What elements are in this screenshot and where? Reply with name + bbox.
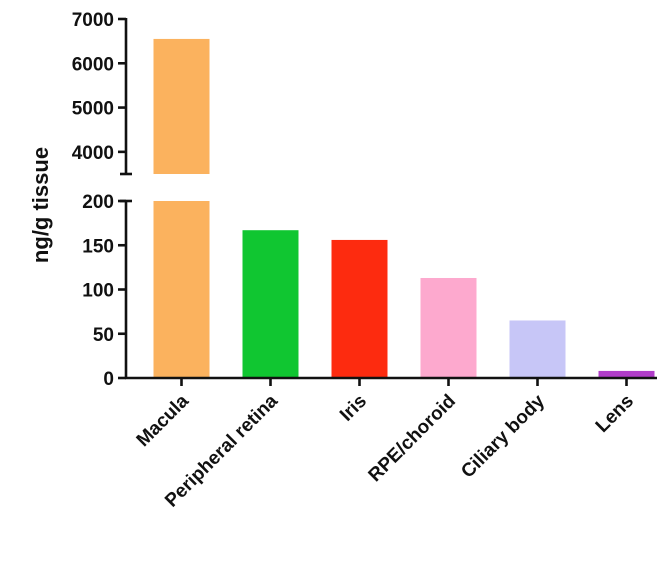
y-tick-label-200: 200: [82, 192, 114, 213]
x-tick-label-2: Iris: [336, 391, 371, 426]
y-tick-label-50: 50: [93, 325, 114, 346]
x-tick-label-3: RPE/choroid: [365, 391, 460, 486]
y-tick-label-5000: 5000: [72, 99, 114, 120]
y-tick-label-7000: 7000: [72, 10, 114, 31]
bar-2: [331, 239, 388, 378]
bar-0: [153, 201, 210, 378]
y-tick-label-6000: 6000: [72, 54, 114, 75]
y-tick-label-100: 100: [82, 281, 114, 302]
x-tick-label-0: Macula: [133, 390, 194, 451]
bars-group: [153, 38, 655, 378]
y-tick-label-0: 0: [103, 369, 114, 390]
x-tick-label-5: Lens: [592, 391, 638, 437]
axes-group: [118, 17, 657, 386]
bar-1: [242, 230, 299, 378]
x-tick-label-4: Ciliary body: [457, 390, 549, 482]
y-tick-label-150: 150: [82, 236, 114, 257]
bar-3: [420, 277, 477, 378]
y-tick-label-4000: 4000: [72, 143, 114, 164]
y-axis-title: ng/g tissue: [28, 147, 53, 263]
bar-5: [598, 370, 655, 378]
bar-4: [509, 320, 566, 378]
bar-upper-0: [153, 38, 210, 174]
